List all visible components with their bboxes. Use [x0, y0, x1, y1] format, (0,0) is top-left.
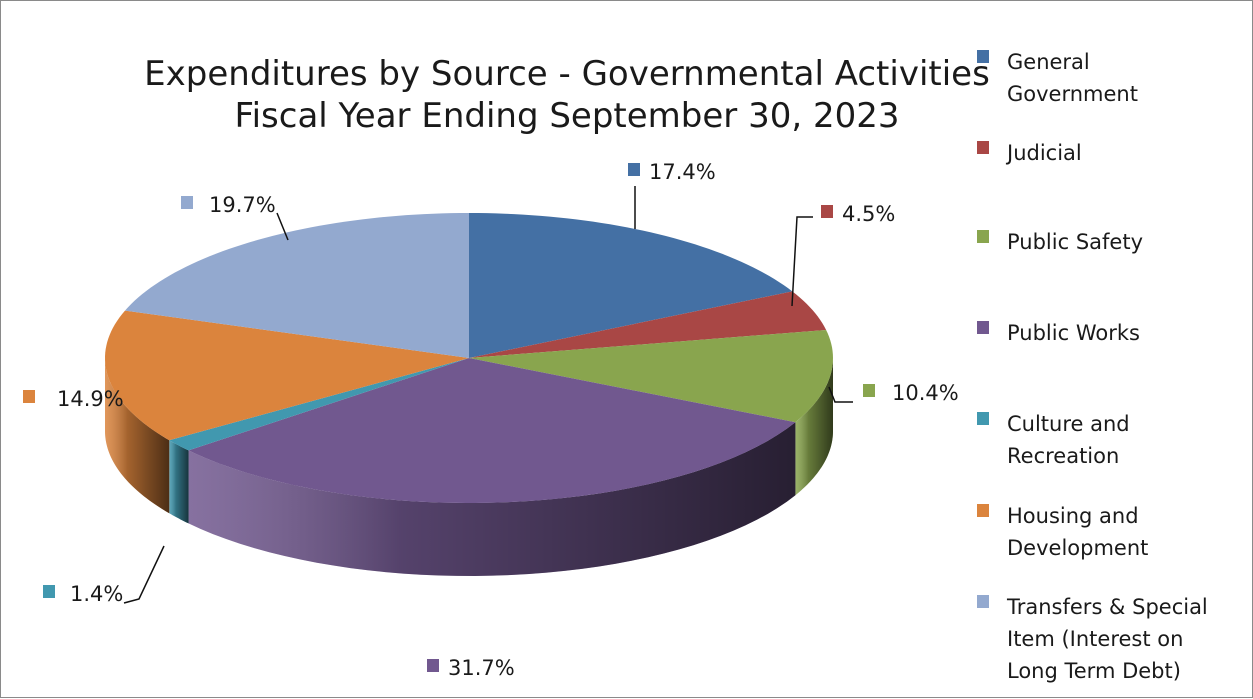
data-label-marker-general-government: [628, 163, 640, 176]
data-labels: 17.4% 4.5% 10.4% 31.7% 1.4% 14.9% 19.7%: [23, 160, 959, 680]
slice-side-housing-and-development-shade: [105, 358, 170, 514]
legend-label-judicial: Judicial: [1005, 141, 1082, 165]
leader-line-culture-and-recreation: [123, 545, 165, 604]
slice-side-public-safety-shade: [795, 358, 833, 496]
data-label-marker-public-safety: [863, 384, 875, 397]
data-label-marker-culture-and-recreation: [43, 585, 55, 598]
legend: General Government Judicial Public Safety Pu…: [977, 50, 1208, 683]
data-label-culture-and-recreation: 1.4%: [70, 582, 123, 606]
data-label-housing-and-development: 14.9%: [57, 387, 124, 411]
legend-label-transfers-special-item-interest-on-long-term-debt: Long Term Debt): [1007, 659, 1181, 683]
slice-public-safety: [469, 329, 833, 423]
data-label-marker-transfers-special-item-interest-on-long-term-debt: [181, 196, 193, 209]
legend-label-transfers-special-item-interest-on-long-term-debt: Item (Interest on: [1007, 627, 1183, 651]
pie-sides: [105, 358, 833, 576]
legend-item-transfers-special-item-interest-on-long-term-debt: Transfers & Special Item (Interest on Long…: [977, 595, 1208, 683]
leader-line-judicial: [791, 216, 813, 307]
legend-swatch-culture-and-recreation: [977, 412, 989, 425]
chart-subtitle: Fiscal Year Ending September 30, 2023: [235, 96, 900, 136]
legend-swatch-housing-and-development: [977, 504, 989, 517]
leader-line-public-safety: [828, 386, 853, 403]
data-label-general-government: 17.4%: [649, 160, 716, 184]
legend-label-public-safety: Public Safety: [1007, 230, 1143, 254]
legend-swatch-public-works: [977, 321, 989, 334]
legend-label-housing-and-development: Housing and: [1007, 504, 1139, 528]
data-label-judicial: 4.5%: [842, 202, 895, 226]
legend-item-judicial: Judicial: [977, 141, 1082, 165]
data-label-marker-public-works: [427, 659, 439, 672]
chart-title: Expenditures by Source - Governmental Ac…: [144, 54, 990, 94]
legend-label-general-government: Government: [1007, 82, 1138, 106]
legend-swatch-public-safety: [977, 230, 989, 243]
legend-item-housing-and-development: Housing and Development: [977, 504, 1148, 560]
slice-culture-and-recreation: [169, 358, 470, 451]
legend-label-public-works: Public Works: [1007, 321, 1140, 345]
legend-item-culture-and-recreation: Culture and Recreation: [977, 412, 1130, 468]
slice-side-public-works-shade: [188, 422, 796, 576]
slice-judicial: [469, 291, 827, 358]
data-label-marker-judicial: [821, 205, 833, 218]
data-label-marker-housing-and-development: [23, 390, 35, 403]
data-label-public-works: 31.7%: [448, 656, 515, 680]
legend-swatch-transfers-special-item-interest-on-long-term-debt: [977, 595, 989, 608]
legend-label-general-government: General: [1007, 50, 1090, 74]
slice-public-works: [188, 358, 796, 503]
legend-label-housing-and-development: Development: [1007, 536, 1148, 560]
legend-item-general-government: General Government: [977, 50, 1138, 106]
legend-item-public-works: Public Works: [977, 321, 1140, 345]
legend-label-culture-and-recreation: Culture and: [1007, 412, 1130, 436]
slice-housing-and-development: [105, 310, 469, 441]
data-label-transfers-special-item-interest-on-long-term-debt: 19.7%: [209, 193, 276, 217]
leader-line-transfers-special-item-interest-on-long-term-debt: [276, 212, 289, 241]
legend-swatch-judicial: [977, 141, 989, 154]
legend-label-transfers-special-item-interest-on-long-term-debt: Transfers & Special: [1006, 595, 1208, 619]
slice-transfers-special-item-interest-on-long-term-debt: [125, 213, 469, 358]
slice-general-government: [469, 213, 793, 358]
pie-slices: [105, 213, 833, 503]
legend-label-culture-and-recreation: Recreation: [1007, 444, 1119, 468]
data-label-public-safety: 10.4%: [892, 381, 959, 405]
slice-side-culture-and-recreation-shade: [169, 440, 189, 524]
legend-swatch-general-government: [977, 50, 989, 63]
legend-item-public-safety: Public Safety: [977, 230, 1143, 254]
